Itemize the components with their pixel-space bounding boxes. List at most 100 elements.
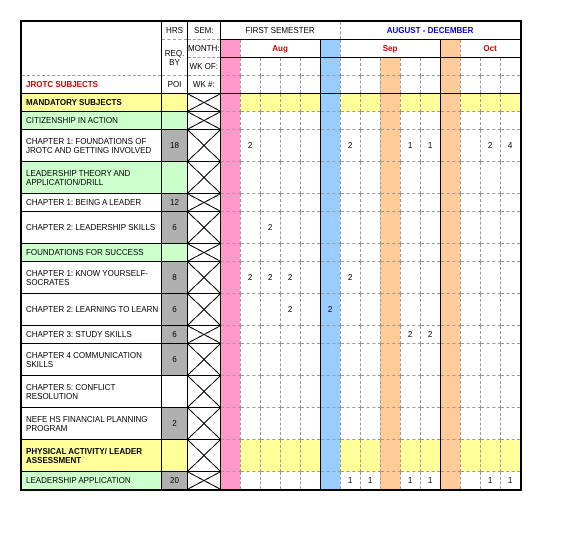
week-cell: 1 <box>480 472 500 490</box>
week-cell <box>220 408 240 440</box>
week-cell <box>320 94 340 112</box>
week-cell: 1 <box>360 472 380 490</box>
week-cell <box>380 408 400 440</box>
week-cell <box>420 376 440 408</box>
hrs-cell: 6 <box>162 294 188 326</box>
row-label: CHAPTER 2: LEARNING TO LEARN <box>22 294 162 326</box>
week-cell <box>460 262 480 294</box>
week-cell <box>220 162 240 194</box>
row-label: PHYSICAL ACTIVITY/ LEADER ASSESSMENT <box>22 440 162 472</box>
week-cell <box>440 162 460 194</box>
week-cell <box>340 344 360 376</box>
week-cell <box>320 376 340 408</box>
week-cell <box>280 408 300 440</box>
week-cell <box>420 440 440 472</box>
week-cell <box>460 94 480 112</box>
week-cell: 2 <box>240 262 260 294</box>
week-cell <box>280 112 300 130</box>
sem-x-cell <box>188 162 221 194</box>
week-cell <box>260 112 280 130</box>
week-cell <box>420 262 440 294</box>
week-cell <box>220 472 240 490</box>
week-cell <box>260 376 280 408</box>
sem-x-cell <box>188 212 221 244</box>
week-cell: 1 <box>420 130 440 162</box>
week-cell <box>300 112 320 130</box>
week-cell <box>500 262 520 294</box>
week-cell <box>500 326 520 344</box>
week-cell <box>420 212 440 244</box>
week-cell <box>300 130 320 162</box>
week-cell: 2 <box>280 262 300 294</box>
week-cell <box>320 194 340 212</box>
month-sep: Sep <box>340 40 440 58</box>
week-cell <box>380 194 400 212</box>
week-cell <box>280 94 300 112</box>
week-cell <box>420 294 440 326</box>
week-cell <box>260 472 280 490</box>
sem-x-cell <box>188 472 221 490</box>
week-cell <box>480 94 500 112</box>
week-cell <box>220 440 240 472</box>
week-cell <box>360 244 380 262</box>
row-label: CHAPTER 3: STUDY SKILLS <box>22 326 162 344</box>
wknum-header: WK #: <box>188 76 221 94</box>
week-cell <box>440 244 460 262</box>
week-cell <box>240 408 260 440</box>
sem-x-cell <box>188 408 221 440</box>
week-cell <box>360 194 380 212</box>
row-label: LEADERSHIP APPLICATION <box>22 472 162 490</box>
week-cell <box>420 112 440 130</box>
wkof-header: WK OF: <box>188 58 221 76</box>
week-cell <box>480 408 500 440</box>
week-cell <box>300 294 320 326</box>
week-cell <box>500 162 520 194</box>
week-cell <box>240 162 260 194</box>
week-cell: 2 <box>260 262 280 294</box>
week-cell: 2 <box>420 326 440 344</box>
week-cell <box>340 376 360 408</box>
week-cell <box>440 262 460 294</box>
week-cell <box>320 130 340 162</box>
week-cell <box>280 130 300 162</box>
week-cell <box>500 408 520 440</box>
week-cell <box>400 294 420 326</box>
week-cell <box>380 94 400 112</box>
week-cell: 2 <box>480 130 500 162</box>
hrs-cell <box>162 376 188 408</box>
row-label: FOUNDATIONS FOR SUCCESS <box>22 244 162 262</box>
week-cell <box>260 194 280 212</box>
week-cell <box>280 194 300 212</box>
week-cell <box>260 326 280 344</box>
sem-x-cell <box>188 376 221 408</box>
week-cell <box>440 294 460 326</box>
week-cell <box>300 472 320 490</box>
week-cell <box>220 376 240 408</box>
week-cell <box>340 326 360 344</box>
week-cell <box>260 344 280 376</box>
week-cell <box>320 162 340 194</box>
week-cell <box>360 162 380 194</box>
week-cell <box>400 262 420 294</box>
week-cell <box>260 162 280 194</box>
week-cell <box>260 130 280 162</box>
hrs-cell: 6 <box>162 212 188 244</box>
week-cell <box>360 294 380 326</box>
week-cell <box>400 162 420 194</box>
week-cell <box>300 212 320 244</box>
hrs-cell <box>162 112 188 130</box>
week-cell <box>500 244 520 262</box>
schedule-table: HRS SEM: FIRST SEMESTER AUGUST - DECEMBE… <box>21 21 521 490</box>
week-cell <box>360 440 380 472</box>
sem-x-cell <box>188 244 221 262</box>
week-cell <box>340 440 360 472</box>
week-cell <box>440 472 460 490</box>
week-cell <box>260 408 280 440</box>
week-cell <box>380 244 400 262</box>
week-cell <box>360 112 380 130</box>
week-cell <box>500 212 520 244</box>
week-cell <box>400 112 420 130</box>
sem-header: SEM: <box>188 22 221 40</box>
week-cell <box>460 162 480 194</box>
row-label: CHAPTER 5: CONFLICT RESOLUTION <box>22 376 162 408</box>
